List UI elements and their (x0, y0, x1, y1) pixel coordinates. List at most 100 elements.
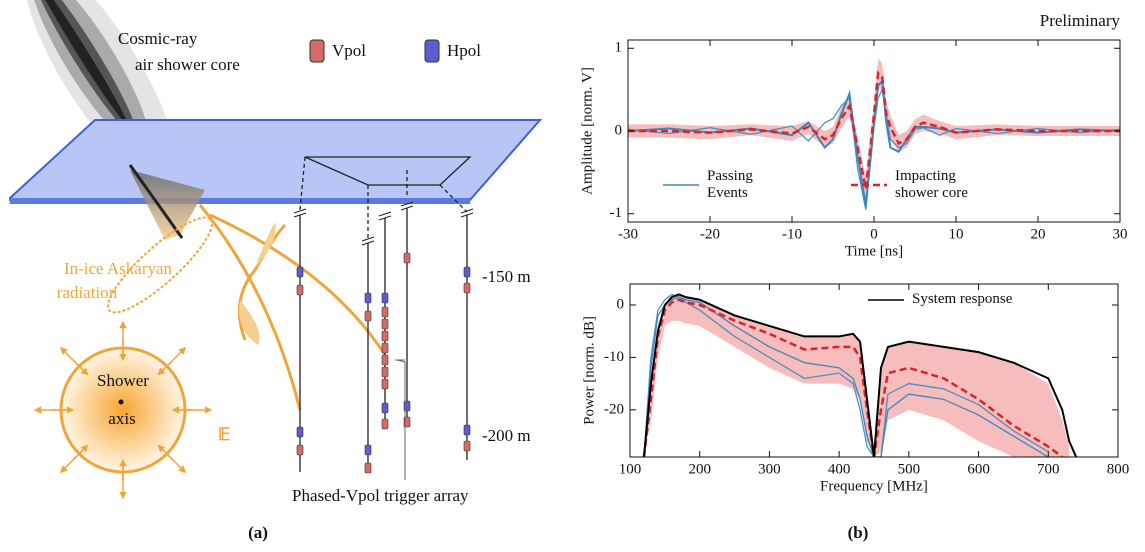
y-tick-label: 0 (617, 296, 625, 312)
x-tick-label: 30 (1113, 226, 1128, 242)
ice-surface (9, 119, 543, 201)
depth-label: -200 m (482, 426, 531, 445)
antenna (381, 342, 389, 354)
y-tick-label: -10 (604, 349, 624, 365)
series-line (642, 293, 1078, 457)
antenna (364, 462, 372, 474)
legend-label: Impacting shower core (895, 168, 968, 201)
antenna (403, 252, 411, 264)
plot (628, 58, 1120, 210)
axis-label: Shower (97, 371, 149, 390)
field-label: 𝔼 (218, 425, 230, 444)
antenna (364, 292, 372, 304)
x-tick-label: 800 (1107, 461, 1130, 477)
arrow (72, 359, 89, 376)
plot (642, 293, 1078, 457)
axis-dot (118, 399, 124, 405)
x-tick-label: -20 (700, 226, 720, 242)
shower-label: air shower core (135, 55, 240, 74)
x-tick-label: 300 (758, 461, 781, 477)
x-tick-label: 600 (967, 461, 990, 477)
core (128, 164, 184, 239)
x-tick-label: 100 (619, 461, 642, 477)
band (643, 294, 1070, 457)
pointer (396, 359, 406, 480)
y-axis-label: Power [norm. dB] (581, 316, 597, 425)
radiation-label: radiation (57, 283, 118, 302)
x-axis-label: Time [ns] (845, 243, 903, 259)
series-line (643, 293, 1049, 457)
series-line (642, 298, 1063, 457)
box (299, 156, 472, 240)
x-tick-label: 20 (1031, 226, 1046, 242)
x-tick-label: 700 (1037, 461, 1060, 477)
antenna (296, 284, 304, 296)
trigger-label: Phased-Vpol trigger array (292, 486, 469, 505)
series-line (643, 296, 1049, 457)
break (361, 240, 375, 246)
y-tick-label: 1 (615, 40, 623, 56)
ice-edge (10, 198, 470, 204)
antenna (296, 444, 304, 456)
antenna (381, 354, 389, 366)
antenna (381, 366, 389, 378)
antenna (463, 266, 471, 278)
x-tick-label: 200 (688, 461, 711, 477)
antenna (296, 426, 304, 438)
antenna (463, 424, 471, 436)
break (361, 236, 375, 242)
y-axis-label: Amplitude [norm. V] (579, 67, 595, 195)
antenna (463, 440, 471, 452)
x-tick-label: 500 (898, 461, 921, 477)
antenna (364, 310, 372, 322)
break (460, 208, 474, 214)
legend-label: System response (912, 291, 1013, 307)
annotation: Preliminary (1040, 11, 1121, 30)
break (293, 212, 307, 218)
x-tick-label: 10 (949, 226, 964, 242)
antenna (381, 306, 389, 318)
break (400, 201, 414, 207)
y-tick-label: 0 (615, 122, 623, 138)
antenna (364, 444, 372, 456)
arrow (157, 359, 174, 376)
x-tick-label: -10 (782, 226, 802, 242)
legend-label: Passing Events (707, 168, 753, 201)
legend-label: Vpol (332, 41, 366, 60)
break (460, 212, 474, 218)
antenna (381, 378, 389, 390)
x-axis-label: Frequency [MHz] (820, 478, 928, 494)
antenna (381, 318, 389, 330)
x-tick-label: 400 (828, 461, 851, 477)
break (378, 215, 392, 221)
antenna (381, 418, 389, 430)
x-tick-label: -30 (618, 226, 638, 242)
series-line (628, 79, 1120, 206)
y-tick-label: -20 (604, 401, 624, 417)
antenna (381, 330, 389, 342)
legend-label: Hpol (447, 41, 481, 60)
x-tick-label: 0 (870, 226, 878, 242)
arrow (72, 444, 89, 461)
antenna (463, 282, 471, 294)
antenna (381, 292, 389, 304)
hpol-icon (424, 39, 440, 63)
frame (629, 283, 1119, 458)
antenna (381, 402, 389, 414)
field-arrows (33, 320, 213, 500)
break (293, 208, 307, 214)
arrow (157, 444, 174, 461)
series-line (628, 70, 1120, 190)
depth-label: -150 m (482, 267, 531, 286)
pulse (239, 222, 276, 345)
break (378, 211, 392, 217)
strings (293, 201, 474, 474)
radiation (198, 204, 387, 411)
cone (130, 170, 205, 240)
axis-label: axis (108, 409, 135, 428)
caption: (a) (248, 523, 268, 542)
shower-label: Cosmic-ray (118, 29, 198, 48)
radiation-label: In-ice Askaryan (64, 259, 173, 278)
